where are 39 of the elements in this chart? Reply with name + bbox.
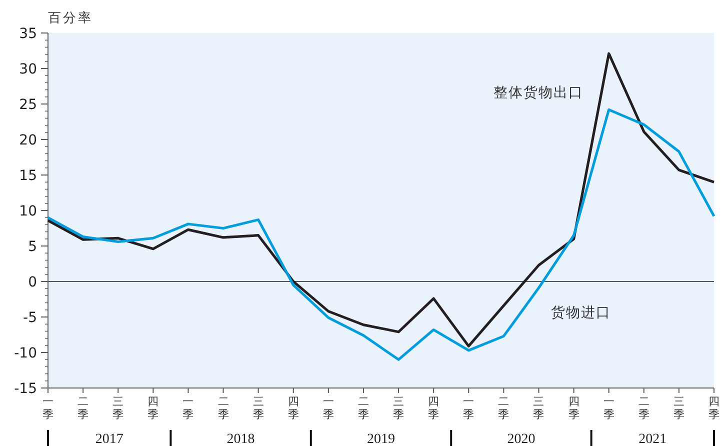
- text: 2020: [507, 432, 536, 446]
- x-tick-label: 三季: [112, 395, 124, 421]
- x-tick-label: 二季: [638, 395, 650, 421]
- text: 2019: [367, 432, 395, 446]
- series-label: 整体货物出口: [494, 84, 584, 101]
- y-tick-label: 35: [19, 26, 37, 42]
- y-axis-title: 百分率: [48, 10, 93, 26]
- x-tick-label: 三季: [252, 395, 264, 421]
- x-tick-label: 四季: [708, 395, 720, 421]
- y-tick-label: 5: [28, 239, 37, 255]
- x-tick-label: 四季: [428, 395, 440, 421]
- x-tick-label: 三季: [673, 395, 684, 421]
- text: 2018: [226, 432, 255, 446]
- x-tick-label: 一季: [322, 395, 334, 421]
- x-tick-label: 二季: [218, 395, 229, 421]
- x-tick-label: 三季: [533, 395, 544, 421]
- x-tick-label: 一季: [603, 395, 614, 421]
- x-tick-label: 一季: [182, 395, 194, 421]
- y-tick-label: -10: [14, 346, 37, 362]
- x-tick-label: 四季: [148, 395, 159, 421]
- y-tick-label: 10: [19, 204, 37, 220]
- series-label: 货物进口: [550, 305, 611, 321]
- x-tick-label: 四季: [568, 395, 580, 421]
- text: 2017: [95, 432, 124, 446]
- y-tick-label: 25: [19, 97, 37, 113]
- x-tick-label: 二季: [498, 395, 510, 421]
- x-tick-label: 四季: [288, 395, 299, 421]
- text: 2021: [638, 432, 667, 446]
- x-tick-label: 三季: [393, 395, 404, 421]
- y-tick-label: -15: [14, 381, 37, 397]
- y-tick-label: 0: [28, 274, 37, 290]
- y-tick-label: 15: [19, 168, 37, 184]
- y-tick-label: 20: [19, 132, 37, 148]
- x-tick-label: 一季: [42, 395, 54, 421]
- y-tick-label: -5: [23, 310, 37, 326]
- x-tick-label: 二季: [358, 395, 369, 421]
- y-tick-label: 30: [19, 62, 37, 78]
- x-tick-label: 一季: [463, 395, 474, 421]
- x-tick-label: 二季: [78, 395, 89, 421]
